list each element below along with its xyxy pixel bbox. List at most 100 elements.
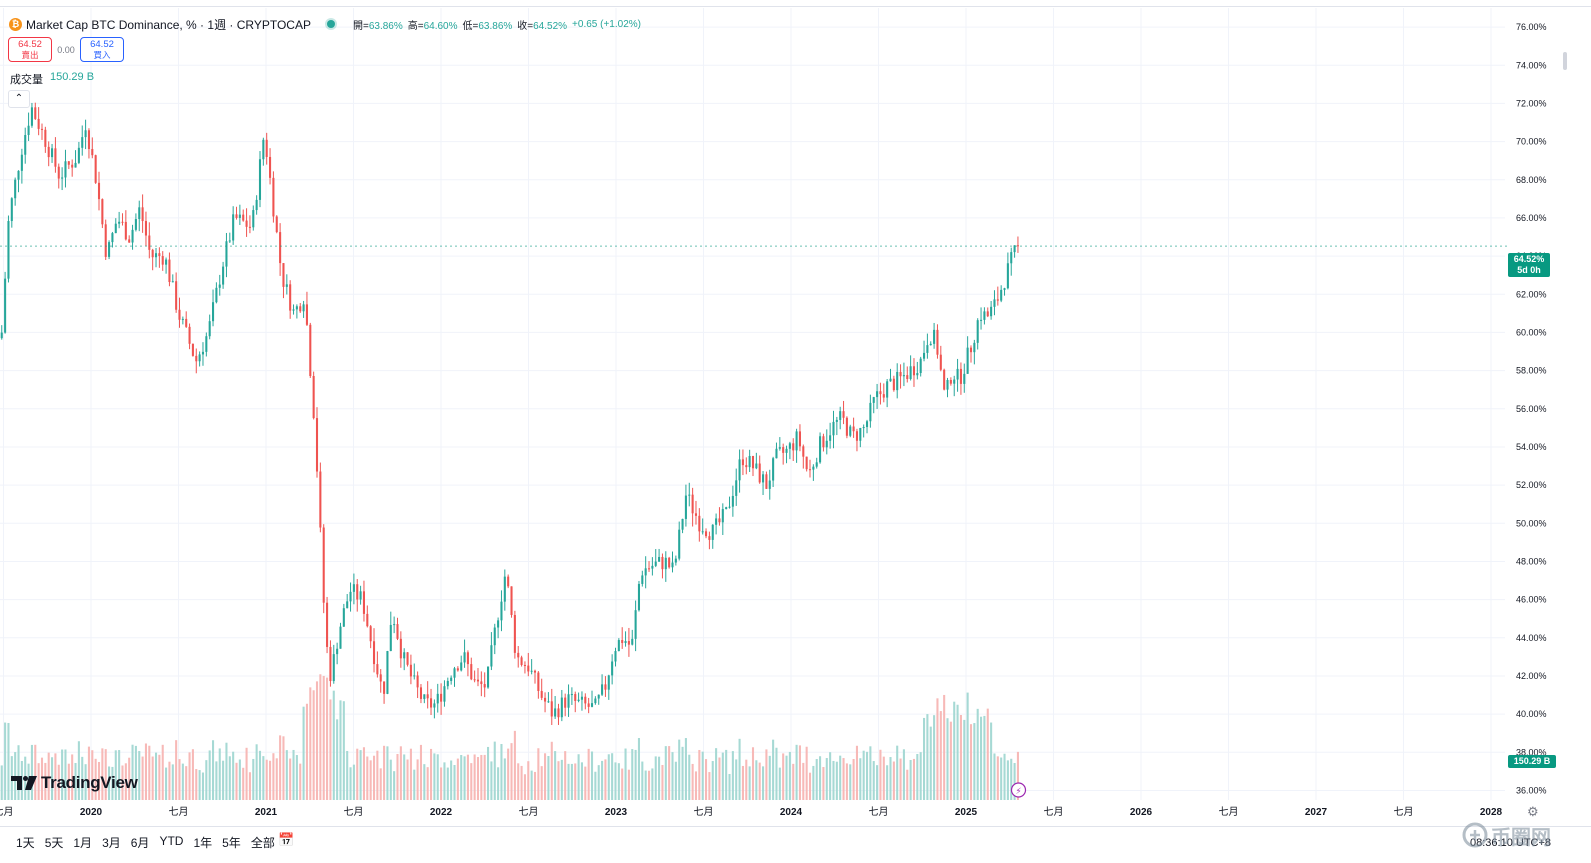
volume-bar — [175, 740, 178, 800]
candle-body — [728, 506, 731, 508]
gear-icon[interactable]: ⚙ — [1527, 804, 1539, 819]
volume-bar — [178, 759, 181, 800]
tradingview-logo-icon — [11, 776, 37, 790]
candle-body — [342, 608, 345, 627]
volume-bar — [114, 750, 117, 800]
volume-bar — [383, 745, 386, 800]
candlesticks — [0, 102, 1019, 725]
volume-bar — [493, 741, 496, 800]
candle-body — [637, 583, 641, 611]
range-1d[interactable]: 1天 — [16, 836, 35, 850]
volume-bar — [547, 756, 550, 800]
volume-bar — [255, 744, 258, 800]
candle-body — [158, 253, 161, 257]
candle-body — [426, 694, 429, 699]
clock-timezone[interactable]: 08:36:10 UTC+8 — [1470, 837, 1552, 849]
range-3m[interactable]: 3月 — [102, 836, 121, 850]
volume-bar — [614, 762, 617, 800]
volume-bar — [396, 753, 399, 800]
volume-bar — [664, 746, 667, 800]
y-tick-label: 44.00% — [1516, 633, 1547, 643]
volume-bar — [906, 769, 909, 800]
range-1m[interactable]: 1月 — [73, 836, 93, 850]
volume-bar — [346, 750, 349, 800]
market-status-icon[interactable] — [326, 20, 335, 28]
candle-body — [513, 614, 516, 653]
candle-body — [658, 556, 661, 562]
volume-bar — [503, 758, 506, 800]
tradingview-logo[interactable]: TradingView — [11, 773, 138, 793]
symbol-title[interactable]: Market Cap BTC Dominance, % · 1週 · CRYPT… — [26, 17, 311, 32]
candle-body — [336, 648, 339, 655]
range-all[interactable]: 全部 — [250, 836, 275, 850]
volume-bar — [1000, 757, 1003, 800]
volume-bar — [728, 773, 731, 800]
candle-body — [111, 233, 114, 243]
y-tick-label: 50.00% — [1516, 518, 1547, 528]
volume-bar — [1016, 751, 1019, 800]
volume-bar — [238, 759, 241, 800]
volume-label[interactable]: 成交量 — [10, 74, 43, 86]
buy-button[interactable]: 64.52 買入 — [80, 37, 124, 62]
candle-body — [634, 610, 637, 639]
volume-bar — [456, 758, 459, 800]
candle-body — [980, 319, 983, 321]
volume-bar — [959, 715, 962, 800]
volume-bar — [218, 748, 221, 800]
candle-body — [225, 241, 228, 267]
volume-bar — [419, 744, 423, 800]
x-tick-label: 2026 — [1130, 807, 1153, 818]
scrollbar-thumb[interactable] — [1563, 52, 1567, 70]
volume-bar — [74, 762, 77, 800]
candle-body — [688, 494, 691, 496]
candle-body — [265, 139, 268, 157]
volume-bar — [929, 726, 932, 800]
volume-bar — [440, 767, 443, 800]
volume-bar — [943, 694, 946, 800]
volume-bar — [570, 763, 573, 800]
range-5y[interactable]: 5年 — [222, 836, 241, 850]
volume-bar — [808, 772, 812, 800]
candle-body — [406, 652, 409, 665]
ohlc-change: +0.65 (+1.02%) — [572, 18, 641, 30]
volume-bar — [617, 763, 620, 800]
volume-bar — [101, 748, 104, 800]
x-tick-label: 2020 — [80, 807, 103, 818]
candle-body — [597, 694, 600, 699]
volume-bar — [912, 758, 916, 800]
volume-bar — [497, 767, 500, 800]
volume-bar — [349, 767, 352, 800]
candle-body — [413, 675, 416, 677]
candle-body — [664, 557, 667, 570]
y-tick-label: 42.00% — [1516, 671, 1547, 681]
candle-body — [228, 240, 231, 242]
candle-body — [929, 343, 932, 346]
volume-bar — [87, 746, 90, 800]
collapse-legend-button[interactable]: ⌃ — [8, 90, 30, 108]
candle-body — [906, 375, 909, 380]
volume-bar — [631, 749, 634, 800]
range-1y[interactable]: 1年 — [193, 836, 213, 850]
candle-body — [876, 391, 879, 398]
y-tick-label: 62.00% — [1516, 289, 1547, 299]
range-ytd[interactable]: YTD — [159, 834, 184, 848]
candle-body — [718, 518, 721, 523]
volume-bar — [34, 744, 37, 800]
sell-button[interactable]: 64.52 賣出 — [8, 37, 52, 62]
candle-body — [487, 666, 490, 688]
candle-body — [279, 232, 282, 264]
volume-bar — [138, 751, 141, 800]
candle-body — [1013, 245, 1016, 253]
candle-body — [302, 304, 305, 312]
range-5d[interactable]: 5天 — [44, 836, 64, 850]
candle-body — [500, 601, 503, 621]
candle-body — [631, 638, 634, 645]
x-tick-label: 2021 — [255, 807, 278, 818]
candle-body — [272, 177, 275, 217]
bitcoin-icon[interactable]: ₿ — [9, 17, 22, 31]
calendar-goto-icon[interactable]: 📅 — [278, 832, 295, 847]
range-6m[interactable]: 6月 — [130, 836, 150, 850]
volume-bar — [124, 763, 127, 800]
candle-body — [530, 670, 533, 672]
